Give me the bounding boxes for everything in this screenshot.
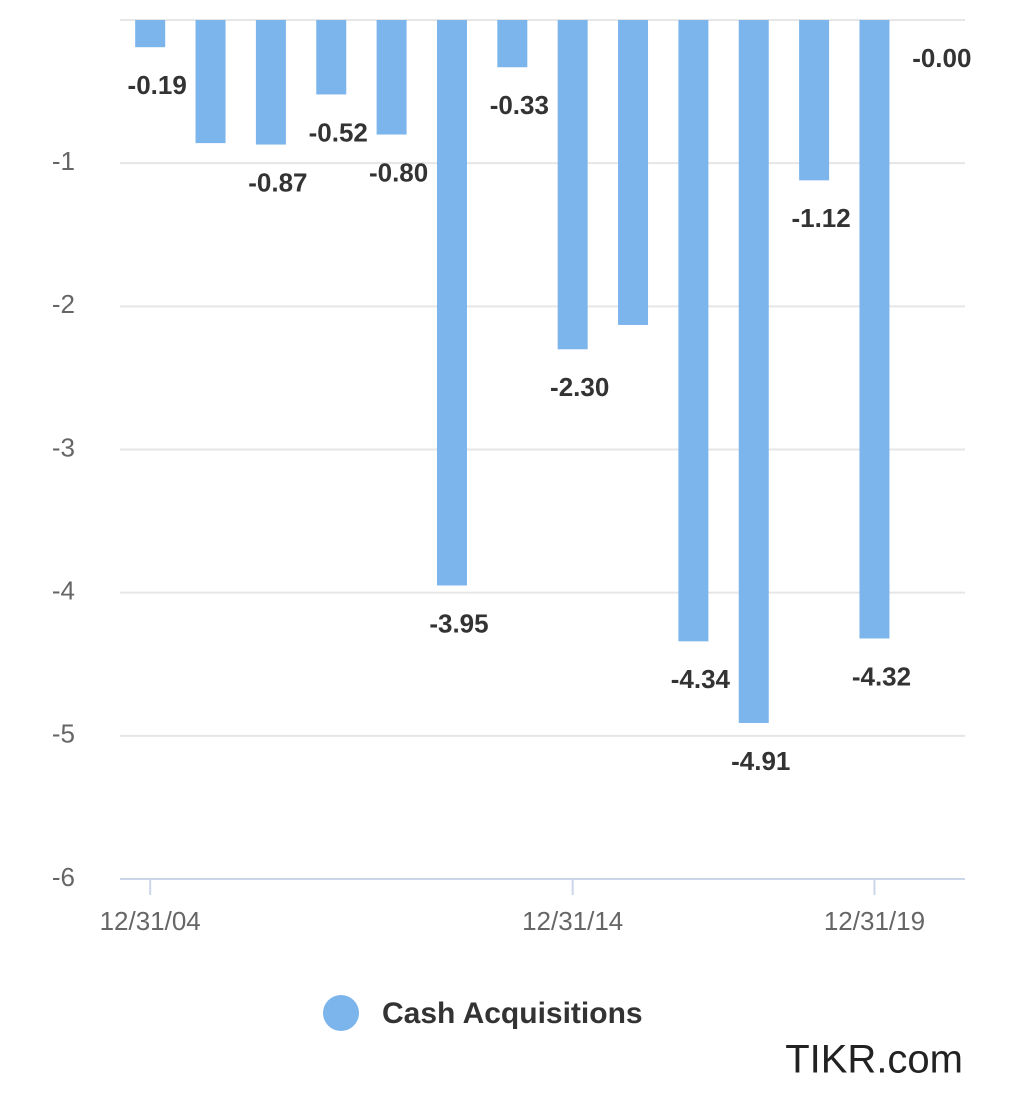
- bar: [859, 20, 890, 639]
- x-tick-label: 12/31/19: [824, 906, 925, 936]
- bar: [135, 20, 166, 48]
- bar: [436, 20, 467, 586]
- data-label: -0.80: [369, 157, 428, 187]
- y-tick-label: -4: [52, 576, 75, 606]
- bar: [738, 20, 769, 723]
- data-label: -4.34: [671, 664, 731, 694]
- data-label: -4.32: [852, 661, 911, 691]
- y-tick-label: -6: [52, 862, 75, 892]
- legend-label: Cash Acquisitions: [382, 997, 643, 1030]
- y-tick-label: -2: [52, 289, 75, 319]
- bar: [799, 20, 830, 181]
- bar: [678, 20, 709, 642]
- data-label: -4.91: [731, 746, 790, 776]
- data-label: -1.12: [791, 203, 850, 233]
- data-label: -0.19: [128, 70, 187, 100]
- bar: [497, 20, 528, 68]
- watermark: TIKR.com: [785, 1038, 963, 1082]
- data-label: -3.95: [429, 608, 488, 638]
- bar: [316, 20, 347, 95]
- legend-marker: [323, 995, 359, 1031]
- bar: [376, 20, 407, 135]
- bar: [618, 20, 649, 325]
- y-tick-label: -3: [52, 432, 75, 462]
- bar: [557, 20, 588, 350]
- y-tick-label: -5: [52, 719, 75, 749]
- x-tick-label: 12/31/04: [100, 906, 201, 936]
- data-label: -2.30: [550, 372, 609, 402]
- data-label: -0.52: [309, 117, 368, 147]
- data-label: -0.87: [248, 167, 307, 197]
- y-tick-label: -1: [52, 146, 75, 176]
- bar: [255, 20, 286, 145]
- x-tick-label: 12/31/14: [522, 906, 623, 936]
- data-label: -0.00: [912, 43, 971, 73]
- bar: [195, 20, 226, 144]
- data-label: -0.33: [490, 90, 549, 120]
